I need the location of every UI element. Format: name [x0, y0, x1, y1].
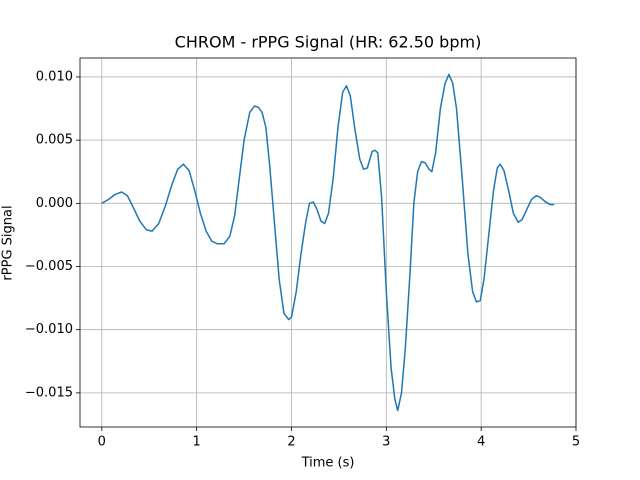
y-tick-label: −0.005	[25, 259, 73, 274]
x-axis-label: Time (s)	[301, 456, 355, 471]
x-tick-label: 1	[193, 435, 201, 450]
x-tick-label: 5	[572, 435, 580, 450]
line-series	[101, 73, 555, 412]
y-tick-label: −0.010	[25, 322, 73, 337]
y-tick-label: 0.010	[36, 69, 73, 84]
y-tick-label: 0.005	[36, 133, 73, 148]
y-tick-label: −0.015	[25, 385, 73, 400]
axes-frame	[79, 57, 577, 428]
grid	[80, 58, 577, 427]
x-tick-label: 3	[382, 435, 390, 450]
plot-area	[101, 73, 555, 412]
x-tick-label: 2	[287, 435, 295, 450]
x-tick-label: 0	[98, 435, 106, 450]
y-axis-label: rPPG Signal	[1, 205, 16, 280]
x-tick-label: 4	[477, 435, 485, 450]
chart-title: CHROM - rPPG Signal (HR: 62.50 bpm)	[175, 33, 482, 52]
y-tick-label: 0.000	[36, 196, 73, 211]
